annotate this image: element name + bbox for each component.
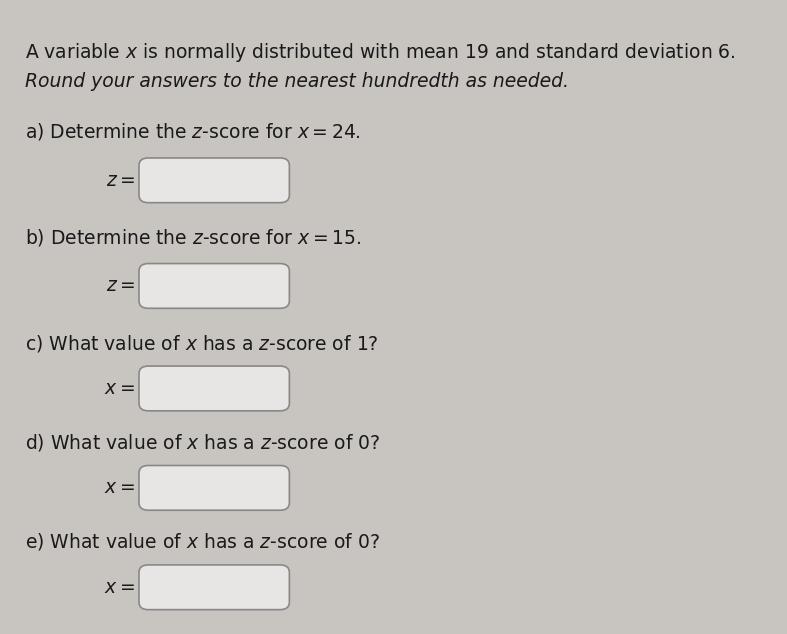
Text: c) What value of $x$ has a $z$-score of 1?: c) What value of $x$ has a $z$-score of … <box>25 332 379 354</box>
Text: b) Determine the $z$-score for $x = 15$.: b) Determine the $z$-score for $x = 15$. <box>25 227 361 248</box>
Text: $z =$: $z =$ <box>105 171 135 190</box>
Text: e) What value of $x$ has a $z$-score of 0?: e) What value of $x$ has a $z$-score of … <box>25 531 380 552</box>
Text: $z =$: $z =$ <box>105 276 135 295</box>
Text: d) What value of $x$ has a $z$-score of 0?: d) What value of $x$ has a $z$-score of … <box>25 432 380 453</box>
Text: $x =$: $x =$ <box>104 479 135 497</box>
Text: $x =$: $x =$ <box>104 578 135 597</box>
FancyBboxPatch shape <box>139 465 290 510</box>
FancyBboxPatch shape <box>139 366 290 411</box>
Text: a) Determine the $z$-score for $x = 24$.: a) Determine the $z$-score for $x = 24$. <box>25 121 360 142</box>
Text: A variable $x$ is normally distributed with mean 19 and standard deviation 6.: A variable $x$ is normally distributed w… <box>25 41 736 63</box>
FancyBboxPatch shape <box>139 264 290 308</box>
Text: Round your answers to the nearest hundredth as needed.: Round your answers to the nearest hundre… <box>25 72 569 91</box>
FancyBboxPatch shape <box>139 158 290 203</box>
FancyBboxPatch shape <box>139 565 290 610</box>
Text: $x =$: $x =$ <box>104 379 135 398</box>
